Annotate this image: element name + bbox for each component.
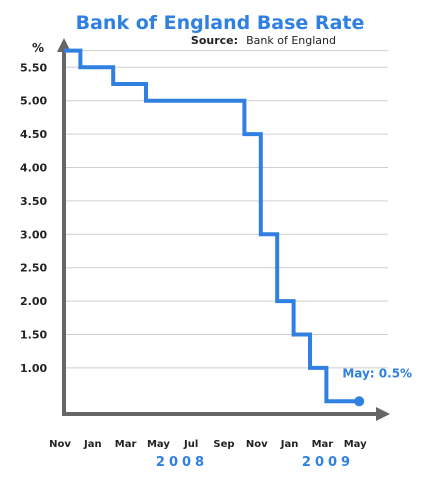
y-axis-arrow [57,38,71,52]
x-tick-label: Jul [183,439,198,450]
x-tick-label: Nov [246,439,268,450]
y-tick-label: 3.50 [20,195,47,208]
chart-title: Bank of England Base Rate [76,12,365,34]
source-value: Bank of England [246,34,336,47]
annotation-label: May: 0.5% [342,366,412,380]
y-tick-label: 2.50 [20,262,47,275]
y-axis-unit: % [32,41,44,55]
x-tick-label: Nov [49,439,71,450]
x-tick-label: Jan [280,439,299,450]
end-point-marker [354,396,365,407]
y-tick-label: 4.00 [20,162,47,175]
y-tick-label: 4.50 [20,128,47,141]
x-tick-label: Mar [115,439,137,450]
year-labels: 2008 2009 [156,455,354,470]
y-tick-label: 5.00 [20,95,47,108]
y-tick-label: 1.50 [20,329,47,342]
year-label: 2009 [302,455,354,470]
gridlines [64,50,388,369]
series-line-base-rate [64,48,360,404]
x-tick-label: May [344,439,367,450]
y-tick-label: 5.50 [20,61,47,74]
y-tick-labels: 5.50 5.00 4.50 4.00 3.50 3.00 2.50 2.00 1.50 1.00 [20,61,47,375]
y-tick-label: 1.00 [20,362,47,375]
chart-source: Source: Bank of England [191,29,336,48]
x-tick-label: Mar [312,439,334,450]
year-label: 2008 [156,455,208,470]
x-tick-label: Sep [213,439,234,450]
x-tick-label: May [147,439,170,450]
x-tick-label: Jan [83,439,102,450]
x-axis-arrow [376,407,390,421]
source-label: Source: [191,34,238,47]
x-tick-labels: Nov Jan Mar May Jul Sep Nov Jan Mar May [49,439,367,450]
y-tick-label: 2.00 [20,295,47,308]
y-tick-label: 3.00 [20,228,47,241]
